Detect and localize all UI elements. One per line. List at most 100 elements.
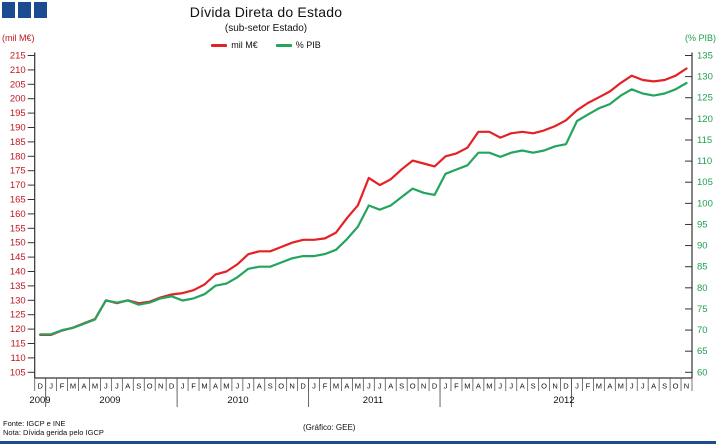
x-month-label: O	[278, 382, 284, 391]
x-month-label: D	[169, 382, 175, 391]
left-axis-tick-label: 155	[10, 223, 26, 234]
right-axis-tick-label: 125	[697, 93, 713, 104]
x-year-label: 2012	[553, 395, 574, 406]
x-month-label: J	[246, 382, 250, 391]
x-month-label: N	[552, 382, 557, 391]
footer-source: Fonte: IGCP e INE	[3, 419, 66, 428]
footer-note: Nota: Dívida gerida pelo IGCP	[3, 428, 104, 437]
legend: mil M€ % PIB	[0, 40, 532, 50]
x-month-label: J	[104, 382, 108, 391]
x-month-label: A	[476, 382, 481, 391]
x-month-label: J	[378, 382, 382, 391]
legend-swatch-green	[275, 43, 292, 47]
left-axis-tick-label: 115	[11, 339, 26, 350]
right-axis-tick-label: 95	[697, 219, 708, 230]
left-axis-tick-label: 185	[10, 137, 26, 148]
bottom-blue-rule	[0, 441, 716, 444]
x-year-label: 2011	[363, 395, 383, 406]
left-axis-tick-label: 150	[10, 238, 26, 249]
x-month-label: M	[596, 382, 602, 391]
x-year-label: 2010	[227, 395, 248, 406]
right-axis-tick-label: 85	[697, 262, 708, 273]
x-month-label: J	[235, 382, 239, 391]
x-month-label: S	[662, 382, 667, 391]
logo-square-2	[18, 2, 31, 18]
x-month-label: S	[136, 382, 141, 391]
x-month-label: F	[454, 382, 459, 391]
left-axis-tick-label: 105	[10, 367, 26, 378]
x-month-label: A	[520, 382, 525, 391]
footer-source-note: Fonte: IGCP e INE Nota: Dívida gerida pe…	[3, 419, 104, 437]
x-month-label: O	[147, 382, 153, 391]
logo-square-3	[34, 2, 47, 18]
legend-swatch-red	[211, 43, 228, 47]
legend-item-pib: % PIB	[275, 40, 321, 50]
right-axis-tick-label: 120	[697, 114, 713, 125]
x-month-label: N	[158, 382, 163, 391]
x-month-label: J	[312, 382, 316, 391]
footer-credit: (Gráfico: GEE)	[303, 423, 356, 432]
right-axis-tick-label: 135	[697, 51, 713, 62]
x-month-label: A	[257, 382, 262, 391]
right-axis-tick-label: 115	[697, 135, 712, 146]
right-axis-tick-label: 70	[697, 325, 708, 336]
x-month-label: M	[333, 382, 339, 391]
right-axis-tick-label: 80	[697, 283, 708, 294]
x-month-label: A	[81, 382, 86, 391]
x-month-label: M	[223, 382, 229, 391]
logo-square-1	[2, 2, 15, 18]
series-line-mil-me	[39, 67, 688, 336]
x-month-label: N	[684, 382, 689, 391]
right-axis-tick-label: 65	[697, 346, 708, 357]
x-month-label: D	[37, 382, 43, 391]
left-axis-tick-label: 125	[10, 310, 26, 321]
left-axis-tick-label: 205	[10, 79, 26, 90]
x-month-label: A	[125, 382, 130, 391]
x-month-label: J	[498, 382, 502, 391]
x-month-label: J	[444, 382, 448, 391]
x-month-label: A	[388, 382, 393, 391]
x-month-label: O	[410, 382, 416, 391]
x-month-label: O	[673, 382, 679, 391]
left-axis-tick-label: 215	[10, 51, 26, 62]
logo-squares	[2, 2, 47, 18]
x-month-label: D	[432, 382, 438, 391]
right-axis-unit-label: (% PIB)	[684, 33, 716, 43]
legend-label-pib: % PIB	[295, 40, 321, 50]
series-line-pib	[39, 81, 688, 336]
right-axis-tick-label: 75	[697, 304, 708, 315]
legend-item-mil-me: mil M€	[211, 40, 258, 50]
x-month-label: D	[300, 382, 306, 391]
left-axis-tick-label: 135	[10, 281, 26, 292]
right-axis-tick-label: 100	[697, 198, 713, 209]
x-month-label: F	[60, 382, 65, 391]
x-month-label: M	[486, 382, 492, 391]
left-axis-tick-label: 175	[10, 166, 26, 177]
x-month-label: J	[181, 382, 185, 391]
left-axis-tick-label: 160	[10, 209, 26, 220]
x-month-label: M	[464, 382, 470, 391]
right-axis-tick-label: 60	[697, 367, 708, 378]
left-axis-tick-label: 140	[10, 267, 26, 278]
x-month-label: D	[563, 382, 569, 391]
right-axis-tick-label: 105	[697, 177, 713, 188]
left-axis-tick-label: 170	[10, 180, 26, 191]
x-month-label: J	[630, 382, 634, 391]
left-axis-tick-label: 130	[10, 295, 26, 306]
x-month-label: N	[289, 382, 294, 391]
right-axis-tick-label: 110	[697, 156, 712, 167]
chart-title: Dívida Direta do Estado	[189, 4, 343, 20]
x-year-label: 2009	[99, 395, 120, 406]
x-month-label: F	[191, 382, 196, 391]
x-month-label: O	[541, 382, 547, 391]
left-axis-tick-label: 190	[10, 123, 26, 134]
x-month-label: J	[509, 382, 513, 391]
left-axis-tick-label: 210	[10, 65, 26, 76]
title-block: Dívida Direta do Estado (sub-setor Estad…	[0, 4, 532, 34]
x-month-label: J	[575, 382, 579, 391]
left-axis-tick-label: 180	[10, 151, 26, 162]
x-month-label: F	[323, 382, 328, 391]
x-month-label: S	[399, 382, 404, 391]
x-month-label: F	[586, 382, 591, 391]
